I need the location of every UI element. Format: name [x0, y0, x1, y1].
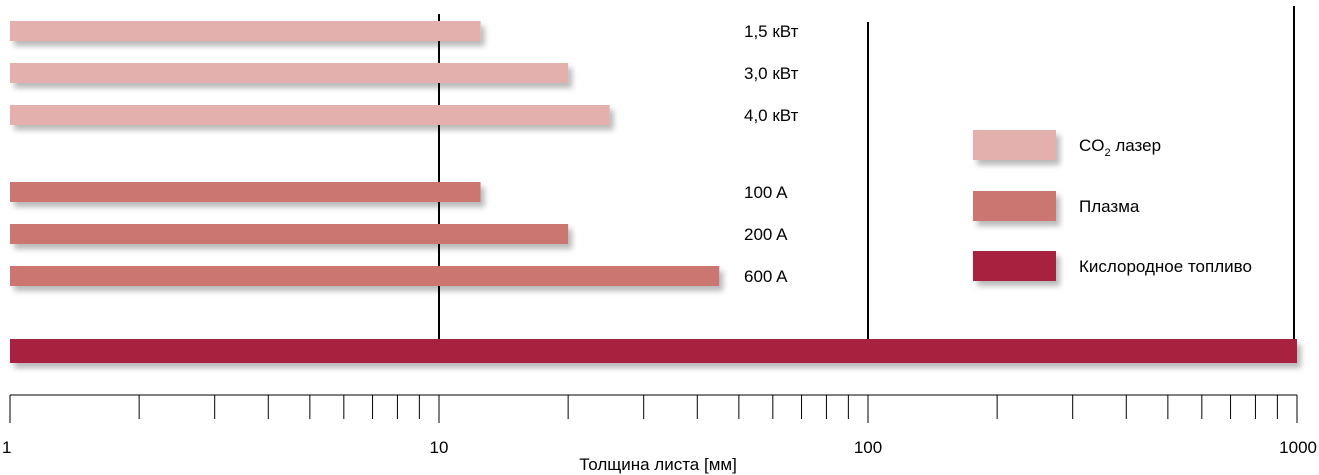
bar-labels: 1,5 кВт 3,0 кВт 4,0 кВт 100 A 200 A 600 A: [744, 22, 799, 286]
bar-2-3: [10, 266, 720, 286]
bar-label-1-2: 3,0 кВт: [744, 64, 799, 83]
x-tick-label: 1000: [1279, 438, 1317, 457]
bar-label-2-2: 200 A: [744, 225, 788, 244]
bar-label-2-3: 600 A: [744, 267, 788, 286]
legend-swatch-1: [973, 130, 1056, 160]
x-tick-label: 1: [2, 438, 11, 457]
legend: CO2 лазер Плазма Кислородное топливо: [973, 130, 1252, 281]
bar-label-2-1: 100 A: [744, 183, 788, 202]
x-tick-label: 10: [430, 438, 449, 457]
bar-1-2: [10, 63, 569, 83]
bar-2-1: [10, 182, 481, 202]
x-axis: 1 10 100 1000: [2, 394, 1317, 457]
x-tick-label: 100: [854, 438, 882, 457]
legend-label-3: Кислородное топливо: [1079, 257, 1252, 276]
legend-label-2: Плазма: [1079, 197, 1140, 216]
bar-label-1-3: 4,0 кВт: [744, 106, 799, 125]
legend-swatch-3: [973, 251, 1056, 281]
bar-1-1: [10, 21, 481, 41]
bar-2-2: [10, 224, 569, 244]
x-axis-title: Толщина листа [мм]: [579, 455, 737, 474]
bar-3-1: [10, 339, 1297, 363]
legend-label-1: CO2 лазер: [1079, 136, 1161, 159]
gridlines: [438, 6, 1295, 340]
bar-label-1-1: 1,5 кВт: [744, 22, 799, 41]
bar-1-3: [10, 105, 610, 125]
legend-swatch-2: [973, 191, 1056, 221]
bars: [10, 21, 1297, 363]
